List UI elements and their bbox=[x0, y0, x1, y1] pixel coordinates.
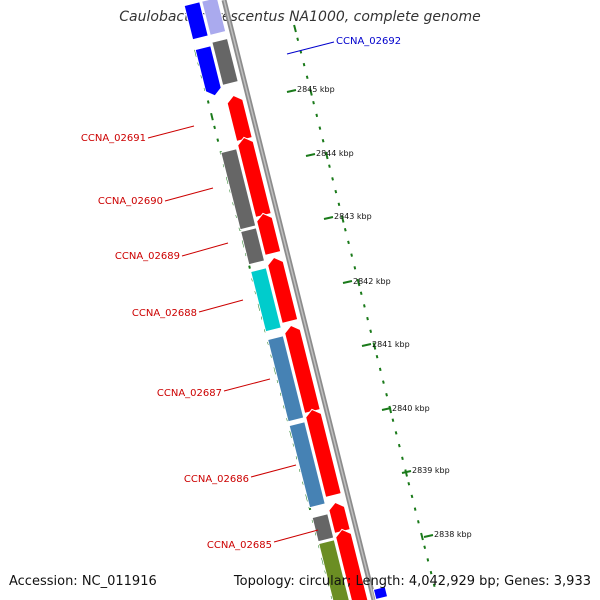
tick-mark bbox=[432, 583, 436, 588]
tick-mark bbox=[394, 431, 398, 435]
gene-label-ccna-02688[interactable]: CCNA_02688 bbox=[132, 308, 197, 319]
tick-mark bbox=[369, 329, 373, 334]
tick-mark bbox=[206, 100, 210, 104]
scale-labels: 2845 kbp 2844 kbp 2843 kbp 2842 kbp 2841… bbox=[286, 85, 472, 539]
gene-block bbox=[211, 37, 239, 86]
gene-block bbox=[240, 227, 266, 266]
tick-mark bbox=[356, 278, 361, 287]
backbone bbox=[221, 0, 377, 600]
scale-label-2838: 2838 kbp bbox=[434, 530, 472, 539]
tick-mark bbox=[248, 265, 251, 269]
gene-label-ccna-02686[interactable]: CCNA_02686 bbox=[184, 474, 249, 485]
tick-mark bbox=[378, 367, 382, 372]
gene-block bbox=[335, 528, 369, 600]
gene-block bbox=[267, 256, 299, 324]
tick-mark bbox=[343, 227, 347, 232]
tick-mark bbox=[410, 494, 414, 499]
gene-block bbox=[318, 539, 350, 600]
tick-mark bbox=[331, 177, 334, 181]
gene-block bbox=[267, 335, 305, 423]
gene-labels: CCNA_02692 CCNA_02691 CCNA_02690 CCNA_02… bbox=[81, 36, 401, 551]
tick-mark bbox=[417, 520, 420, 524]
tick-mark bbox=[318, 126, 322, 130]
tick-mark bbox=[210, 112, 214, 121]
tick-mark bbox=[429, 570, 433, 575]
tick-mark bbox=[350, 253, 353, 257]
tick-mark bbox=[366, 316, 369, 321]
tick-mark bbox=[216, 138, 220, 142]
gene-label-ccna-02690[interactable]: CCNA_02690 bbox=[98, 196, 163, 207]
tick-mark bbox=[302, 62, 306, 67]
gene-block bbox=[305, 408, 342, 498]
tick-mark bbox=[353, 266, 357, 270]
tick-mark bbox=[413, 507, 417, 511]
gene-label-ccna-02691[interactable]: CCNA_02691 bbox=[81, 133, 146, 144]
tick-mark bbox=[293, 24, 297, 33]
gene-block bbox=[201, 0, 227, 36]
tick-mark bbox=[296, 37, 300, 41]
tick-mark bbox=[334, 189, 338, 194]
tick-mark bbox=[347, 240, 350, 245]
accession-text: Accession: NC_011916 bbox=[9, 574, 157, 589]
tick-mark bbox=[372, 342, 377, 350]
tick-mark bbox=[385, 393, 388, 397]
tick-mark bbox=[382, 380, 385, 384]
gene-label-ccna-02692[interactable]: CCNA_02692 bbox=[336, 36, 401, 47]
tick-mark bbox=[213, 125, 216, 130]
scale-label-2840: 2840 kbp bbox=[392, 404, 430, 413]
scale-label-2841: 2841 kbp bbox=[372, 340, 410, 349]
summary-text: Topology: circular; Length: 4,042,929 bp… bbox=[233, 574, 591, 589]
tick-mark bbox=[391, 418, 395, 422]
gene-block bbox=[328, 501, 351, 534]
tick-mark bbox=[401, 456, 404, 461]
gene-label-ccna-02685[interactable]: CCNA_02685 bbox=[207, 540, 272, 551]
gene-label-ccna-02687[interactable]: CCNA_02687 bbox=[157, 388, 222, 399]
scale-label-2842: 2842 kbp bbox=[353, 277, 391, 286]
gene-block bbox=[288, 421, 326, 509]
scale-label-2845: 2845 kbp bbox=[297, 85, 335, 94]
scale-label-2843: 2843 kbp bbox=[334, 212, 372, 221]
tick-mark bbox=[305, 75, 309, 80]
tick-mark bbox=[426, 558, 430, 562]
gene-block bbox=[194, 45, 222, 97]
tick-mark bbox=[388, 405, 393, 414]
tick-mark bbox=[423, 545, 427, 549]
tick-mark bbox=[324, 151, 329, 160]
gene-block bbox=[250, 267, 282, 333]
tick-mark bbox=[321, 139, 325, 143]
tick-mark bbox=[312, 100, 315, 105]
gene-block bbox=[183, 1, 209, 41]
scale-label-2844: 2844 kbp bbox=[316, 149, 354, 158]
tick-mark bbox=[407, 481, 411, 486]
scale-label-2839: 2839 kbp bbox=[412, 466, 450, 475]
gene-features bbox=[183, 0, 389, 600]
tick-mark bbox=[359, 291, 363, 295]
tick-mark bbox=[397, 443, 401, 448]
tick-mark bbox=[309, 88, 313, 96]
tick-mark bbox=[337, 202, 341, 207]
tick-mark bbox=[328, 164, 331, 168]
tick-mark bbox=[340, 215, 345, 223]
gene-block bbox=[220, 148, 257, 231]
tick-mark bbox=[363, 304, 366, 308]
gene-block bbox=[311, 513, 335, 543]
tick-mark bbox=[315, 113, 319, 118]
tick-mark bbox=[420, 532, 424, 541]
gene-block bbox=[256, 212, 282, 256]
tick-mark bbox=[375, 354, 379, 359]
gene-label-ccna-02689[interactable]: CCNA_02689 bbox=[115, 251, 180, 262]
